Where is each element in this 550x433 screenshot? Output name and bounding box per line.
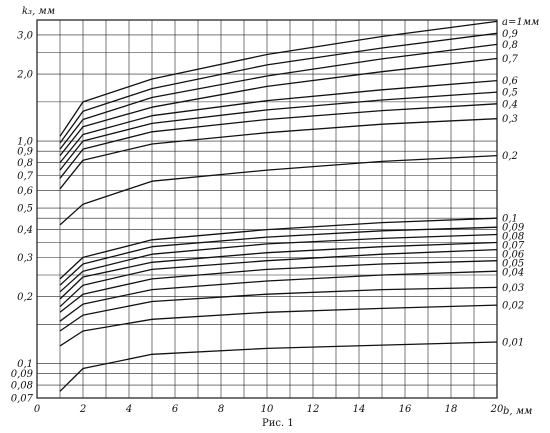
series-label: 0,1 <box>502 214 518 225</box>
y-tick-label: 0,08 <box>11 381 33 392</box>
series-label: 0,01 <box>502 337 524 348</box>
series-line <box>59 103 498 179</box>
series-line <box>59 341 498 392</box>
series-label: 0,6 <box>502 76 519 87</box>
x-tick-label: 16 <box>399 404 412 415</box>
series-line <box>59 91 498 171</box>
series-line <box>59 57 498 157</box>
x-tick-label: 6 <box>172 404 179 415</box>
series-line <box>59 217 498 280</box>
series-label: 0,06 <box>502 250 525 261</box>
x-tick-label: 2 <box>79 404 86 415</box>
x-tick-label: 4 <box>125 404 132 415</box>
series-label: a=1мм <box>502 17 539 28</box>
y-tick-label: 0,8 <box>17 158 33 169</box>
series-line <box>59 241 498 300</box>
grid <box>36 19 498 399</box>
series-label: 0,02 <box>502 301 524 312</box>
series-line <box>59 248 498 308</box>
y-tick-label: 1,0 <box>17 137 34 148</box>
series-label: 0,05 <box>502 259 524 270</box>
series-line <box>59 304 498 347</box>
series-label: 0,03 <box>502 283 524 294</box>
series-lines <box>59 20 498 392</box>
y-ticks: 0,07 0,080,090,1 0,2 0,3 0,4 0,5 0,6 0,7 0,80,91… <box>11 30 34 404</box>
x-axis-label: b, мм <box>503 406 532 417</box>
x-tick-label: 8 <box>218 404 224 415</box>
series-label: 0,8 <box>502 40 518 51</box>
series-label: 0,5 <box>502 88 518 99</box>
y-tick-label: 0,7 <box>17 171 34 182</box>
y-tick-label: 0,2 <box>17 292 33 303</box>
y-tick-label: 2,0 <box>16 70 34 81</box>
x-tick-label: 12 <box>307 404 320 415</box>
series-label: 0,3 <box>502 114 518 125</box>
series-label: 0,9 <box>502 29 519 40</box>
x-tick-label: 20 <box>490 404 504 415</box>
y-tick-label: 0,1 <box>17 359 33 370</box>
y-tick-label: 3,0 <box>17 30 34 41</box>
series-label: 0,7 <box>502 54 519 65</box>
series-line <box>59 226 498 286</box>
series-line <box>59 286 498 332</box>
series-line <box>59 43 498 150</box>
series-line <box>59 260 498 313</box>
series-label: 0,2 <box>502 151 518 162</box>
series-line <box>59 233 498 293</box>
y-tick-label: 0,9 <box>17 147 34 158</box>
series-line <box>59 270 498 322</box>
figure-caption: Рис. 1 <box>262 418 294 429</box>
x-tick-label: 10 <box>261 404 274 415</box>
y-axis-label: k₃, мм <box>22 6 55 17</box>
series-line <box>59 79 498 164</box>
x-tick-label: 14 <box>353 404 366 415</box>
y-tick-label: 0,3 <box>17 253 33 264</box>
series-line <box>59 118 498 190</box>
y-tick-label: 0,09 <box>11 369 34 380</box>
series-label: 0,07 <box>502 241 525 252</box>
series-label: 0,4 <box>502 99 518 110</box>
series-label: 0,04 <box>502 268 524 279</box>
series-line <box>59 20 498 137</box>
series-line <box>59 154 498 226</box>
y-tick-label: 0,6 <box>17 186 34 197</box>
x-tick-label: 18 <box>445 404 458 415</box>
series-line <box>59 32 498 144</box>
series-label: 0,09 <box>502 223 525 234</box>
y-tick-label: 0,5 <box>17 204 33 215</box>
y-tick-label: 0,4 <box>17 225 33 236</box>
series-label: 0,08 <box>502 232 524 243</box>
y-tick-label: 0,07 <box>11 394 34 405</box>
x-ticks: 0 2 4 6 8 10 12 14 16 18 20 <box>34 404 504 415</box>
x-tick-label: 0 <box>34 404 41 415</box>
